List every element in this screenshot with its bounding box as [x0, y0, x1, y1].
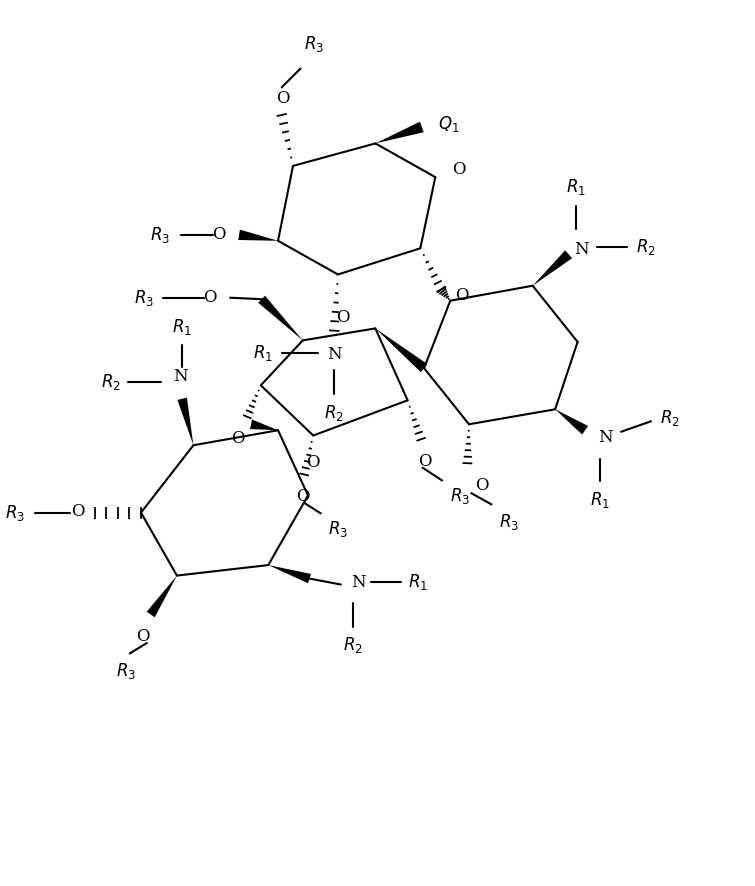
Text: $R_{3}$: $R_{3}$: [449, 486, 470, 507]
Polygon shape: [375, 121, 424, 144]
Polygon shape: [239, 229, 278, 241]
Polygon shape: [533, 251, 572, 285]
Text: $R_{1}$: $R_{1}$: [172, 317, 192, 338]
Text: $R_{3}$: $R_{3}$: [328, 519, 348, 540]
Text: N: N: [174, 368, 188, 385]
Text: $R_{2}$: $R_{2}$: [325, 402, 344, 423]
Polygon shape: [250, 420, 278, 431]
Text: O: O: [212, 226, 226, 244]
Text: N: N: [575, 241, 589, 259]
Text: O: O: [307, 455, 320, 471]
Text: O: O: [455, 287, 468, 304]
Text: O: O: [418, 453, 432, 470]
Text: O: O: [232, 431, 245, 447]
Polygon shape: [375, 329, 427, 372]
Text: $R_{3}$: $R_{3}$: [304, 34, 325, 53]
Text: $Q_{1}$: $Q_{1}$: [439, 114, 460, 134]
Text: $R_{1}$: $R_{1}$: [408, 572, 428, 593]
Text: $R_{1}$: $R_{1}$: [590, 490, 610, 510]
Text: O: O: [276, 90, 290, 107]
Text: $R_{1}$: $R_{1}$: [566, 177, 586, 198]
Polygon shape: [146, 576, 177, 618]
Text: N: N: [327, 346, 341, 362]
Text: $R_{2}$: $R_{2}$: [343, 634, 363, 655]
Text: O: O: [71, 502, 85, 520]
Text: N: N: [599, 429, 613, 447]
Text: $R_{1}$: $R_{1}$: [253, 343, 273, 363]
Text: O: O: [137, 628, 150, 645]
Text: $R_{3}$: $R_{3}$: [499, 512, 519, 532]
Text: O: O: [475, 477, 488, 494]
Polygon shape: [555, 409, 588, 434]
Polygon shape: [258, 296, 303, 340]
Text: O: O: [296, 488, 310, 505]
Text: $R_{3}$: $R_{3}$: [134, 288, 154, 307]
Polygon shape: [177, 398, 193, 446]
Text: O: O: [336, 309, 350, 326]
Text: O: O: [203, 289, 217, 307]
Text: O: O: [451, 161, 465, 178]
Polygon shape: [268, 565, 311, 583]
Text: $R_{2}$: $R_{2}$: [636, 237, 656, 257]
Text: $R_{2}$: $R_{2}$: [101, 372, 121, 392]
Text: $R_{3}$: $R_{3}$: [5, 502, 25, 523]
Text: $R_{2}$: $R_{2}$: [660, 408, 680, 428]
Text: $R_{3}$: $R_{3}$: [116, 661, 136, 681]
Text: N: N: [350, 574, 365, 591]
Text: $R_{3}$: $R_{3}$: [150, 225, 170, 245]
